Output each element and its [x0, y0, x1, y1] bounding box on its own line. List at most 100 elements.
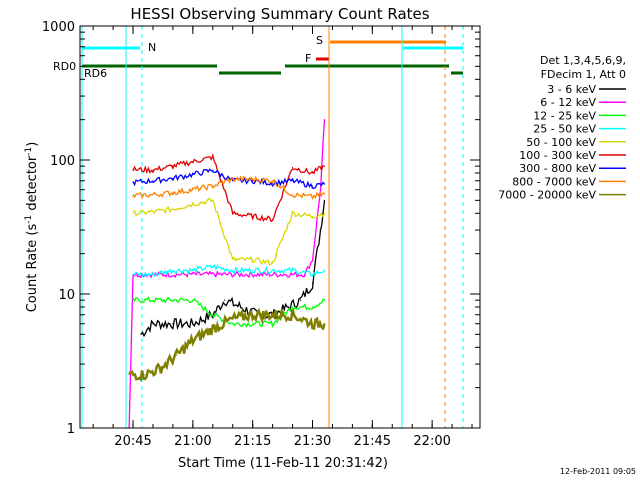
data-point	[212, 328, 214, 330]
flare-flag-label: F	[305, 52, 311, 65]
data-point	[192, 323, 194, 325]
series-line	[132, 197, 326, 266]
data-point	[172, 299, 174, 301]
x-tick-label: 22:00	[413, 434, 450, 449]
data-point	[291, 194, 294, 196]
data-point	[132, 273, 134, 276]
series-line	[132, 296, 325, 328]
data-point	[272, 180, 274, 182]
series-line	[140, 200, 326, 338]
y-axis-label-sup2: -1	[24, 147, 34, 156]
data-point	[212, 199, 214, 201]
data-point	[152, 180, 154, 182]
data-point	[176, 354, 178, 356]
series-800-7000keV	[132, 175, 326, 200]
data-point	[140, 333, 142, 335]
data-point	[272, 218, 274, 221]
plot-frame	[79, 25, 481, 429]
data-point	[212, 185, 214, 187]
series-line	[128, 305, 326, 383]
y-axis-label-mid: detector	[25, 155, 40, 215]
x-tick-label: 20:45	[114, 434, 151, 449]
data-point	[192, 339, 194, 342]
data-point	[152, 323, 154, 325]
night-flag-label: N	[148, 41, 156, 54]
data-point	[172, 192, 174, 194]
data-point	[232, 269, 234, 272]
y-tick-label: 1	[67, 422, 75, 437]
data-point	[323, 323, 326, 325]
legend: Det 1,3,4,5,6,9, FDecim 1, Att 0 3 - 6 k…	[498, 54, 626, 202]
data-point	[132, 212, 134, 214]
y-axis-label-sup1: -1	[24, 215, 34, 224]
series-50-100keV	[132, 197, 326, 266]
data-point	[152, 169, 154, 171]
data-point	[299, 299, 302, 301]
data-point	[144, 374, 146, 376]
x-tick-label: 21:45	[354, 434, 391, 449]
data-point	[252, 259, 254, 261]
data-point	[132, 168, 134, 171]
data-point	[232, 259, 234, 261]
data-point	[311, 196, 314, 198]
data-point	[323, 193, 326, 195]
data-point	[323, 299, 326, 301]
data-point	[132, 299, 134, 301]
data-point	[172, 269, 174, 272]
data-point	[319, 189, 322, 191]
y-tick-label: 100	[50, 154, 75, 169]
data-point	[323, 199, 326, 201]
data-point	[252, 269, 254, 272]
data-point	[232, 180, 234, 182]
legend-label: 6 - 12 keV	[540, 96, 596, 109]
data-point	[323, 119, 326, 121]
data-point	[152, 299, 154, 301]
legend-label: 7000 - 20000 keV	[498, 189, 596, 202]
data-point	[323, 269, 326, 272]
data-point	[287, 306, 290, 308]
y-axis-label-main: Count Rate (s	[25, 224, 40, 313]
data-point	[291, 306, 294, 308]
saa-flag-label: S	[316, 34, 323, 47]
legend-label: 50 - 100 keV	[526, 136, 596, 149]
data-point	[152, 194, 154, 196]
series-7000-20000keV	[128, 305, 326, 383]
data-point	[132, 181, 134, 184]
data-point	[152, 211, 154, 213]
data-point	[172, 208, 174, 210]
data-point	[132, 195, 134, 197]
x-tick-label: 21:30	[294, 434, 331, 449]
data-point	[319, 229, 322, 231]
rd0-flag-label: RD0	[53, 60, 76, 73]
data-point	[252, 323, 254, 325]
legend-label: 12 - 25 keV	[533, 109, 596, 122]
data-point	[291, 212, 294, 214]
data-point	[192, 269, 194, 272]
legend-label: 800 - 7000 keV	[512, 175, 596, 188]
data-point	[128, 374, 130, 376]
series-line	[132, 168, 325, 189]
data-point	[172, 165, 174, 167]
legend-label: 300 - 800 keV	[519, 162, 596, 175]
data-point	[232, 212, 234, 214]
data-point	[160, 367, 162, 369]
data-point	[172, 177, 174, 179]
data-point	[303, 273, 306, 276]
timestamp: 12-Feb-2011 09:05	[560, 467, 636, 476]
data-point	[272, 262, 274, 264]
data-point	[323, 212, 326, 214]
series-line	[132, 264, 325, 278]
data-point	[311, 215, 314, 217]
data-point	[323, 183, 326, 185]
data-point	[311, 282, 314, 284]
x-axis-label: Start Time (11-Feb-11 20:31:42)	[178, 456, 388, 471]
data-point	[311, 273, 314, 276]
data-point	[272, 323, 274, 325]
data-point	[240, 306, 242, 308]
series-300-800keV	[132, 168, 326, 189]
data-point	[272, 314, 274, 316]
y-tick-label: 1000	[42, 20, 75, 35]
data-point	[232, 178, 234, 180]
chart-title: HESSI Observing Summary Count Rates	[130, 5, 429, 23]
